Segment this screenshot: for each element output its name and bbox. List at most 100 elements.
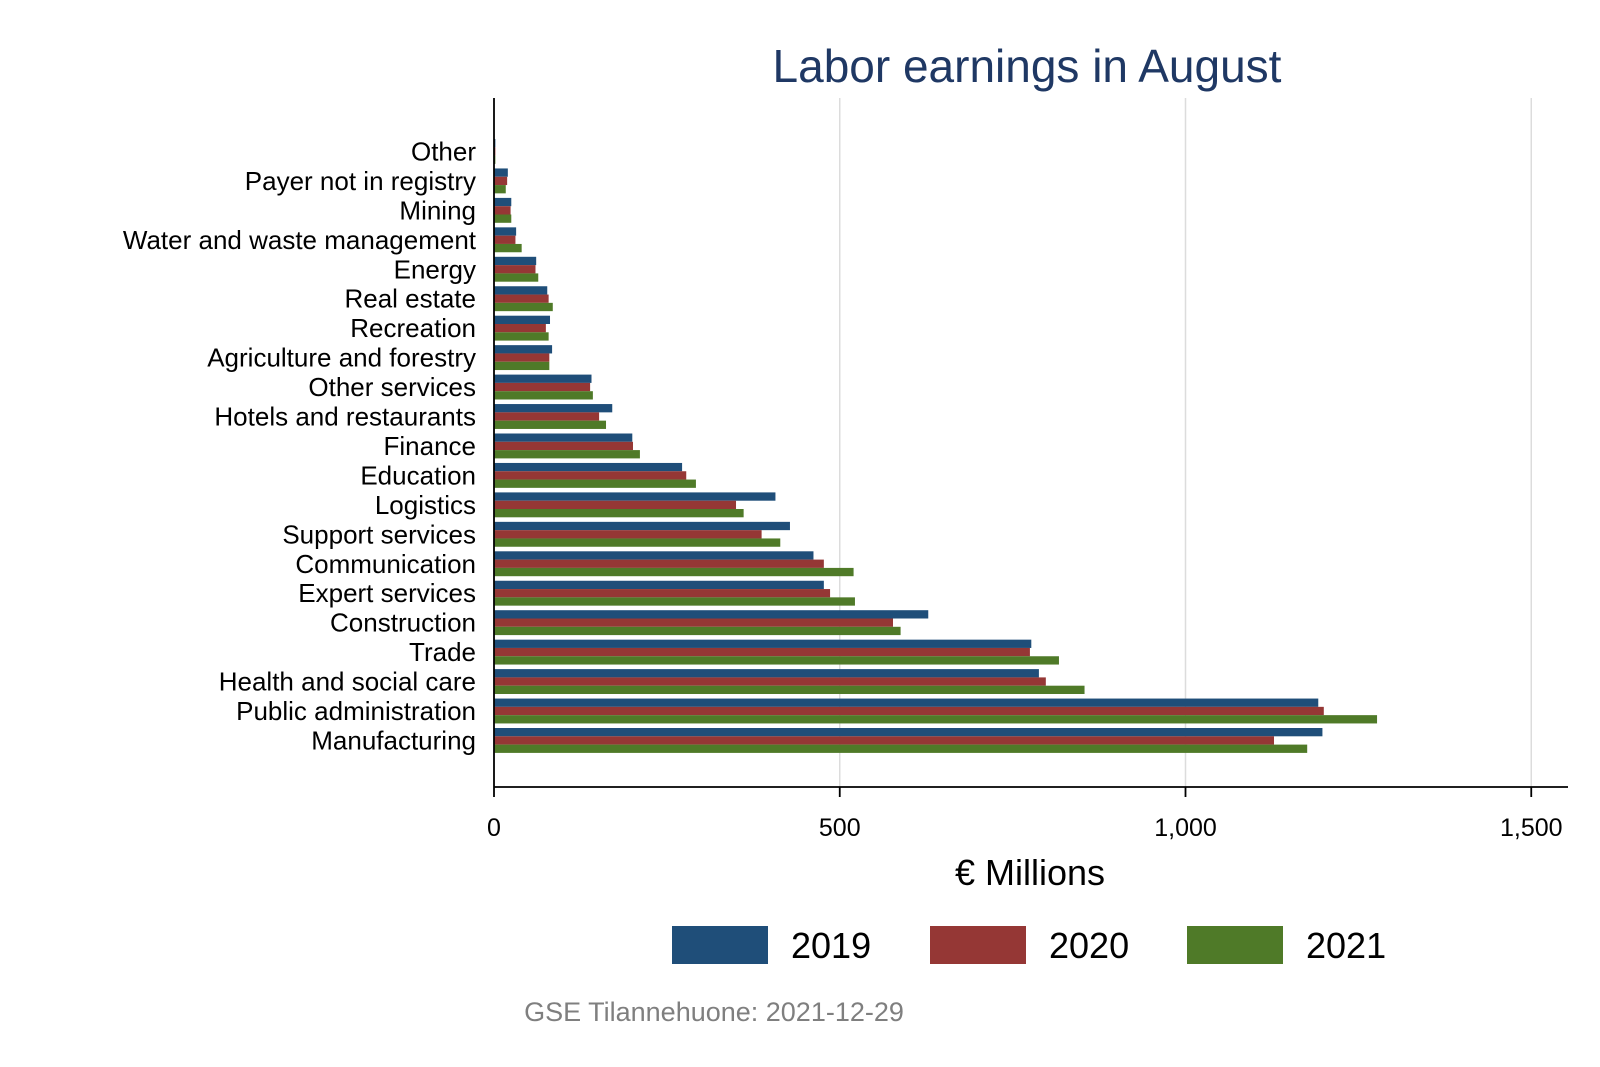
- bar-2021: [494, 744, 1308, 753]
- bar-2021: [494, 332, 549, 341]
- category-label: Agriculture and forestry: [207, 343, 476, 373]
- bar-2021: [494, 685, 1085, 694]
- bar-2021: [494, 391, 593, 400]
- bar-2020: [494, 265, 536, 274]
- bar-2019: [494, 698, 1319, 707]
- chart-title: Labor earnings in August: [773, 40, 1282, 92]
- category-label: Mining: [399, 195, 476, 225]
- x-axis-title: € Millions: [955, 852, 1105, 893]
- category-label: Payer not in registry: [245, 166, 476, 196]
- legend-label-2021: 2021: [1306, 925, 1386, 966]
- bar-2019: [494, 256, 537, 266]
- bar-2021: [494, 626, 901, 636]
- category-label: Recreation: [350, 313, 476, 343]
- bar-2021: [494, 185, 506, 194]
- bar-2019: [494, 197, 512, 207]
- bar-2019: [494, 374, 592, 383]
- legend-swatch-2021: [1187, 926, 1283, 964]
- legend-swatch-2019: [672, 926, 768, 964]
- bar-2021: [494, 567, 854, 577]
- bar-2021: [494, 597, 855, 606]
- bar-2021: [494, 538, 781, 547]
- bar-2020: [494, 441, 633, 451]
- bar-2020: [494, 324, 546, 333]
- bar-2021: [494, 450, 640, 459]
- category-label: Manufacturing: [311, 725, 476, 755]
- bar-2019: [494, 669, 1039, 678]
- bar-2020: [494, 206, 511, 215]
- bars: [494, 139, 1378, 753]
- bar-2019: [494, 580, 824, 590]
- bar-2019: [494, 433, 633, 442]
- bar-2019: [494, 168, 508, 177]
- bar-2021: [494, 479, 696, 488]
- bar-2019: [494, 227, 517, 236]
- bar-2021: [494, 715, 1378, 724]
- bar-2019: [494, 521, 790, 531]
- axes: [493, 98, 1568, 797]
- category-label: Finance: [384, 431, 477, 461]
- bar-2019: [494, 315, 551, 324]
- category-label: Hotels and restaurants: [214, 402, 476, 432]
- bar-2020: [494, 589, 831, 598]
- bar-2019: [494, 728, 1323, 737]
- bar-2020: [494, 500, 737, 509]
- bar-2020: [494, 618, 893, 627]
- bar-2020: [494, 235, 516, 244]
- category-label: Health and social care: [219, 667, 476, 697]
- legend-swatch-2020: [930, 926, 1026, 964]
- bar-2020: [494, 471, 687, 480]
- category-label: Construction: [330, 608, 476, 638]
- category-label: Support services: [282, 519, 476, 549]
- bar-2019: [494, 639, 1032, 648]
- bar-2020: [494, 294, 549, 303]
- bar-2019: [494, 610, 929, 619]
- bar-2020: [494, 382, 591, 392]
- category-label: Logistics: [375, 490, 476, 520]
- x-tick-labels: 0 500 1,000 1,500: [487, 814, 1562, 842]
- x-tick-label: 1,500: [1500, 814, 1563, 842]
- category-label: Trade: [409, 637, 476, 667]
- category-label: Public administration: [236, 696, 476, 726]
- bar-2019: [494, 462, 683, 472]
- bar-2021: [494, 273, 539, 282]
- bar-2020: [494, 736, 1275, 745]
- bar-2020: [494, 412, 600, 421]
- bar-2019: [494, 286, 548, 295]
- x-tick-label: 1,000: [1154, 814, 1217, 842]
- bar-2019: [494, 404, 613, 413]
- bar-2021: [494, 361, 550, 371]
- bar-2020: [494, 176, 508, 186]
- category-label: Water and waste management: [123, 225, 477, 255]
- category-label: Other services: [308, 372, 476, 402]
- bar-2019: [494, 345, 553, 354]
- x-tick-label: 500: [819, 814, 861, 842]
- category-label: Expert services: [298, 578, 476, 608]
- legend: 2019 2020 2021: [672, 925, 1386, 966]
- bar-2019: [494, 551, 814, 560]
- x-tick-label: 0: [487, 814, 501, 842]
- source-note: GSE Tilannehuone: 2021-12-29: [524, 997, 904, 1027]
- category-label: Energy: [394, 254, 476, 284]
- category-label: Communication: [295, 549, 476, 579]
- bar-2020: [494, 353, 550, 362]
- category-label: Other: [411, 136, 476, 166]
- bar-2021: [494, 302, 553, 312]
- bar-2019: [494, 492, 776, 501]
- bar-2021: [494, 656, 1059, 665]
- bar-2020: [494, 559, 824, 568]
- bar-2021: [494, 420, 607, 429]
- category-label: Education: [360, 460, 476, 490]
- category-label: Real estate: [344, 284, 476, 314]
- bar-2020: [494, 647, 1030, 657]
- bar-2021: [494, 509, 744, 518]
- bar-2021: [494, 243, 522, 253]
- bar-2020: [494, 677, 1046, 686]
- legend-label-2020: 2020: [1049, 925, 1129, 966]
- legend-label-2019: 2019: [791, 925, 871, 966]
- bar-2020: [494, 530, 762, 539]
- bar-2020: [494, 706, 1324, 716]
- bar-2021: [494, 214, 512, 223]
